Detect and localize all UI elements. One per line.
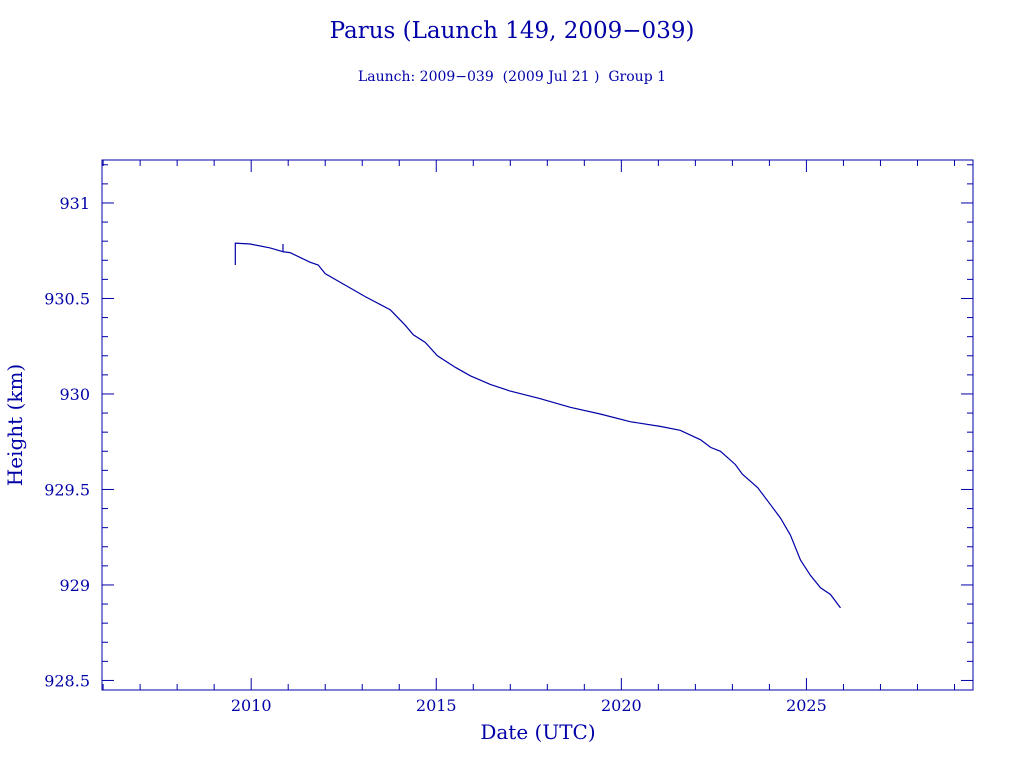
y-tick-label: 930 xyxy=(59,385,90,404)
y-tick-label: 929 xyxy=(59,576,90,595)
y-tick-label: 930.5 xyxy=(44,289,90,308)
x-tick-label: 2020 xyxy=(601,696,642,715)
x-tick-label: 2010 xyxy=(231,696,272,715)
y-axis-label: Height (km) xyxy=(3,364,27,486)
chart-title: Parus (Launch 149, 2009−039) xyxy=(330,18,695,44)
plot-frame xyxy=(101,159,974,691)
x-tick-label: 2015 xyxy=(416,696,457,715)
y-tick-label: 928.5 xyxy=(44,671,90,690)
y-tick-label: 929.5 xyxy=(44,480,90,499)
axis-ticks xyxy=(102,160,973,690)
x-tick-labels: 2010 2015 2020 2025 xyxy=(231,696,827,715)
y-tick-labels: 928.5 929 929.5 930 930.5 931 xyxy=(44,194,90,690)
series-line-height xyxy=(234,242,841,609)
x-axis-label: Date (UTC) xyxy=(480,720,595,744)
x-tick-label: 2025 xyxy=(786,696,827,715)
y-tick-label: 931 xyxy=(59,194,90,213)
chart-subtitle: Launch: 2009−039 (2009 Jul 21 ) Group 1 xyxy=(358,69,666,85)
